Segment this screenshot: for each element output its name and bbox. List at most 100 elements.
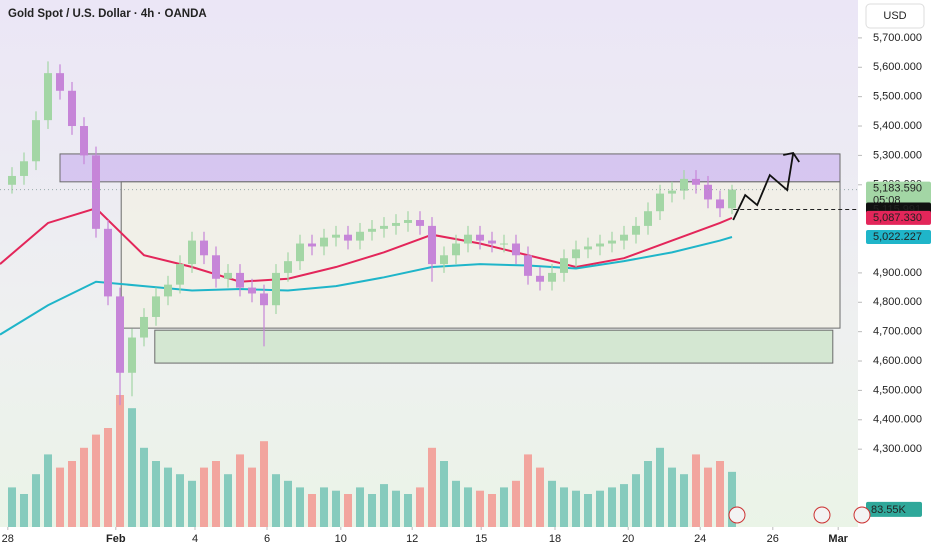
candle-body [560,258,568,273]
volume-bar [200,467,208,527]
flag[interactable] [728,506,746,524]
moving-average [0,207,733,283]
volume-bar [464,487,472,527]
candle-body [644,211,652,226]
candle-body [548,272,556,282]
candle-body [620,234,628,241]
volume-bar [32,474,40,527]
volume-bar [452,480,460,527]
volume-bar [536,467,544,527]
zone [59,153,841,183]
currency-button[interactable] [865,3,925,29]
candle-body [476,234,484,241]
x-tick-label: 28 [2,533,14,545]
projection-path [732,152,795,221]
volume-bar [632,474,640,527]
candle-body [200,240,208,256]
volume-bar [224,474,232,527]
price-label: 5,087.330 [873,212,922,224]
y-tick-label: 5,500.000 [873,91,922,103]
candle-body [32,120,40,162]
candle-body [44,73,52,121]
volume-bar [428,447,436,527]
candle-body [212,255,220,279]
candle-body [284,261,292,273]
volume-bar [572,490,580,527]
candle-body [128,337,136,373]
volume-bar [656,447,664,527]
candle-body [500,243,508,245]
moving-average [0,236,733,336]
candle-body [668,190,676,194]
candle-body [416,220,424,226]
candle-body [92,155,100,229]
x-tick-label: 24 [694,533,706,545]
candle-body [104,228,112,297]
y-tick-label: 5,700.000 [873,32,922,44]
candle-body [404,220,412,223]
volume-bar [164,467,172,527]
y-tick-label: 4,700.000 [873,326,922,338]
candle-body [512,243,520,256]
price-axis [858,0,932,550]
volume-bar [332,490,340,527]
volume-bar [56,467,64,527]
price-label-box [866,210,931,225]
price-label: 5,022.227 [873,231,922,243]
candle-body [380,225,388,229]
flag[interactable] [813,506,831,524]
volume-bar [488,494,496,527]
candle-body [296,243,304,262]
candle-body [464,234,472,244]
candle-body [56,73,64,91]
candle-body [236,272,244,288]
y-tick-label: 4,600.000 [873,355,922,367]
event-flags [728,506,871,524]
x-tick-label: 4 [192,533,198,545]
volume-bar [308,494,316,527]
candle-body [716,199,724,209]
currency: USD [883,10,906,22]
candle-body [356,231,364,241]
candle-body [452,243,460,256]
candle-body [572,249,580,259]
x-tick-label: 12 [406,533,418,545]
candle-body [632,225,640,235]
price-label-box [866,181,931,208]
price-label-box [866,229,931,244]
projection-arrowhead [783,152,800,163]
volume-bar [644,461,652,527]
volume-bar [524,454,532,527]
volume-bar [596,490,604,527]
volume-bar [260,441,268,527]
candle-body [392,222,400,226]
candle-body [116,296,124,373]
volume-bar [284,480,292,527]
volume-bar [476,490,484,527]
candle-body [176,264,184,285]
candle-body [428,225,436,265]
volume-bar [728,471,736,527]
volume-label-box [866,501,922,517]
candle-body [272,272,280,306]
chart-title: Gold Spot / U.S. Dollar · 4h · OANDA [8,8,207,20]
volume-bar [392,490,400,527]
time-axis [0,527,932,550]
volume-bar [680,474,688,527]
volume-bar [212,461,220,527]
candle-body [80,126,88,156]
volume-bar [584,494,592,527]
volume-bar [176,474,184,527]
volume-bar [512,480,520,527]
x-tick-label: 20 [622,533,634,545]
candle-body [68,90,76,127]
flag[interactable] [853,506,871,524]
volume-bar [380,484,388,527]
volume-bar [20,494,28,527]
x-tick-label: 26 [767,533,779,545]
volume-bar [92,434,100,527]
candle-body [368,228,376,232]
y-tick-label: 4,400.000 [873,414,922,426]
